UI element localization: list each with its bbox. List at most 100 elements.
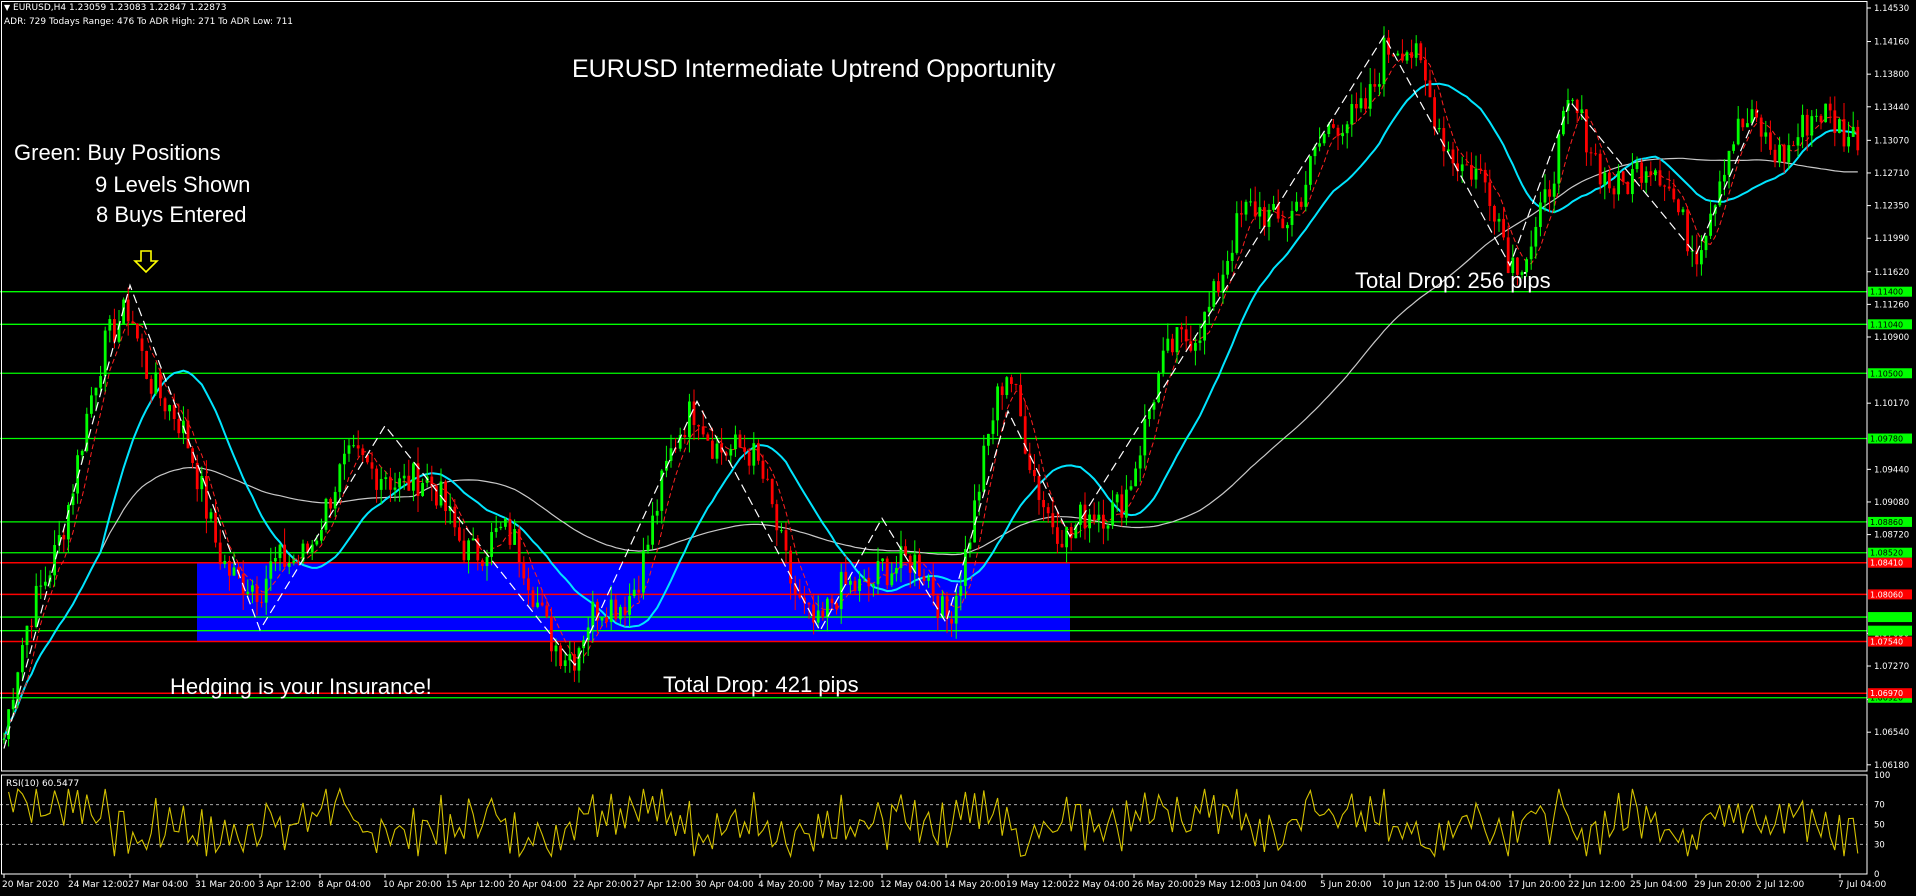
candle-body [1451,149,1455,164]
candle-body [761,460,765,479]
candle-body [715,443,719,459]
candle-body [1359,98,1363,109]
candle-body [918,554,921,577]
candle-body [485,556,489,567]
candle-body [1382,37,1386,85]
candle-body [1111,502,1114,526]
candle-body [747,451,751,466]
candle-body [614,599,618,620]
y-tick-label: 1.08720 [1874,531,1909,541]
candle-body [1364,98,1367,109]
candle-body [1621,171,1625,182]
candle-body [16,672,20,700]
candle-body [1336,127,1340,137]
candle-body [1750,109,1754,124]
x-tick-label: 31 Mar 20:00 [195,880,255,890]
candle-body [665,460,668,471]
candle-body [1097,514,1101,521]
candle-body [1488,182,1492,206]
candle-body [1474,168,1478,180]
candle-body [784,530,788,551]
candle-body [260,601,263,603]
candle-body [858,578,861,592]
candle-body [1667,186,1671,189]
candle-body [283,544,286,567]
candle-body [803,597,806,603]
candle-body [439,481,443,506]
candle-body [513,529,516,545]
candle-body [1663,185,1666,187]
candle-body [136,323,139,339]
candle-body [117,323,121,342]
candle-body [1700,250,1703,265]
candle-body [789,550,792,584]
candle-body [389,477,392,490]
candle-body [757,443,760,461]
candle-body [821,610,825,618]
candle-body [1736,118,1740,145]
candle-body [476,538,480,561]
level-badge [1868,625,1912,636]
candle-body [568,654,572,661]
candle-body [1598,153,1602,185]
candle-body [379,478,383,490]
legend-buy-positions: Green: Buy Positions [14,140,221,165]
buys-entered-note: 8 Buys Entered [96,202,247,227]
candle-body [1580,109,1584,114]
candle-body [255,585,259,602]
candle-body [977,491,981,501]
candle-body [1318,143,1321,147]
zigzag-line [3,34,1759,749]
level-badge [1868,589,1912,600]
candle-body [1727,150,1731,175]
candle-body [306,543,309,553]
candle-body [1304,184,1308,207]
candle-body [1562,110,1565,135]
candle-body [1115,494,1119,503]
candle-body [651,515,654,545]
candle-body [1313,146,1317,157]
candle-body [1212,281,1216,307]
candle-body [1230,252,1234,261]
candle-body [1345,124,1349,134]
candle-body [1649,171,1653,176]
candle-body [338,464,342,492]
candle-body [927,577,930,581]
candle-body [563,660,567,667]
level-badge [1868,516,1912,527]
level-badge-label: 1.10500 [1870,369,1903,378]
candle-body [1166,338,1170,351]
level-badge [1868,612,1912,623]
candle-body [996,386,999,421]
candle-body [1732,144,1735,151]
candle-body [646,544,650,551]
y-tick-label: 1.11990 [1874,234,1909,244]
x-tick-label: 15 Apr 12:00 [446,880,505,890]
candle-body [1207,306,1211,312]
candle-body [1520,272,1524,275]
y-tick-label: 1.07270 [1874,662,1909,672]
x-tick-label: 30 Apr 04:00 [695,880,754,890]
x-tick-label: 27 Mar 04:00 [128,880,188,890]
candle-body [384,477,388,479]
x-tick-label: 25 Jun 04:00 [1630,880,1687,890]
candle-body [1796,137,1800,146]
candle-body [798,594,802,598]
down-arrow-icon [133,250,159,274]
candle-body [724,452,728,456]
total-drop-256: Total Drop: 256 pips [1355,268,1551,293]
candle-body [462,540,466,561]
candle-body [1419,43,1423,61]
candle-body [586,627,590,641]
candle-body [209,512,213,519]
chart-title: EURUSD Intermediate Uptrend Opportunity [572,55,1056,83]
candle-body [1286,224,1289,229]
candle-body [734,434,737,450]
candle-body [333,491,337,509]
candle-body [320,529,323,541]
candle-body [287,562,291,567]
candle-body [67,505,70,540]
candle-body [1470,164,1473,180]
candle-body [812,604,815,623]
